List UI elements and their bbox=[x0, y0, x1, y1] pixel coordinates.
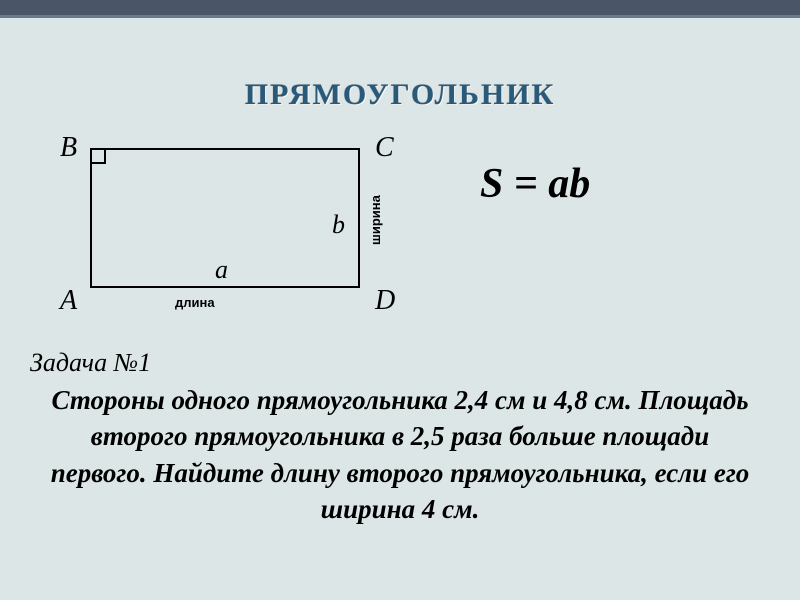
vertex-A: A bbox=[60, 285, 77, 317]
task-number: Задача №1 bbox=[30, 348, 151, 378]
right-angle-mark bbox=[92, 150, 106, 164]
area-formula: S = ab bbox=[480, 160, 590, 208]
top-bar bbox=[0, 0, 800, 18]
length-label: длина bbox=[175, 295, 215, 310]
vertex-C: C bbox=[375, 132, 394, 164]
page-title: Прямоугольник bbox=[0, 78, 800, 112]
side-b-label: b bbox=[332, 210, 345, 240]
side-a-label: a bbox=[215, 255, 228, 285]
task-body: Стороны одного прямоугольника 2,4 см и 4… bbox=[40, 382, 760, 528]
vertex-D: D bbox=[375, 285, 395, 317]
rectangle-diagram: B C A D a b длина ширина bbox=[60, 130, 390, 330]
width-label: ширина bbox=[368, 195, 383, 245]
vertex-B: B bbox=[60, 132, 77, 164]
